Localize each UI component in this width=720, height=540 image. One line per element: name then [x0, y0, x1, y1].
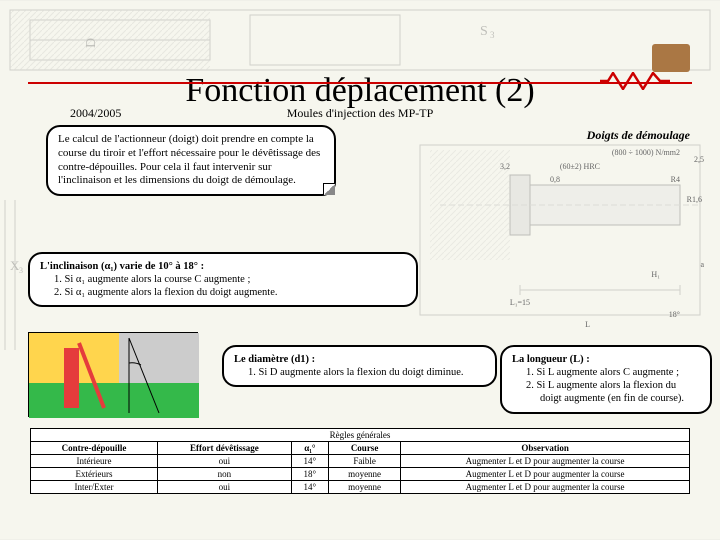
- longueur-heading: La longueur (L) :: [512, 354, 590, 365]
- table-cell: oui: [158, 455, 292, 468]
- diametre-heading: Le diamètre (d1) :: [234, 354, 315, 365]
- table-header: α₁°: [291, 442, 328, 455]
- tech-annotation: 3,2: [500, 162, 510, 171]
- table-header: Course: [328, 442, 400, 455]
- table-header: Effort dévêtissage: [158, 442, 292, 455]
- tech-annotation: L: [585, 320, 590, 329]
- table-cell: moyenne: [328, 468, 400, 481]
- tech-annotation: (800 ÷ 1000) N/mm2: [612, 148, 680, 157]
- tech-annotation: R1,6: [687, 195, 702, 204]
- mold-diagram: [28, 332, 198, 417]
- inclinaison-box: L'inclinaison (α₁) varie de 10° à 18° : …: [28, 252, 418, 307]
- table-header-row: Contre-dépouille Effort dévêtissage α₁° …: [31, 442, 690, 455]
- table-cell: Augmenter L et D pour augmenter la cours…: [401, 455, 690, 468]
- page-title: Fonction déplacement (2): [0, 0, 720, 120]
- table-header: Observation: [401, 442, 690, 455]
- inclinaison-item: 1. Si α₁ augmente alors la course C augm…: [54, 273, 406, 286]
- table-header: Contre-dépouille: [31, 442, 158, 455]
- logo-icon: [652, 44, 690, 72]
- rules-table: Règles générales Contre-dépouille Effort…: [30, 428, 690, 494]
- table-cell: 14°: [291, 455, 328, 468]
- tech-annotation: 2,5: [694, 155, 704, 164]
- intro-text: Le calcul de l'actionneur (doigt) doit p…: [58, 133, 320, 186]
- table-cell: Intérieure: [31, 455, 158, 468]
- table-cell: Augmenter L et D pour augmenter la cours…: [401, 468, 690, 481]
- spring-icon: [600, 72, 670, 90]
- table-cell: oui: [158, 481, 292, 494]
- diametre-box: Le diamètre (d1) : 1. Si D augmente alor…: [222, 345, 497, 387]
- longueur-item: 1. Si L augmente alors C augmente ;: [526, 366, 700, 379]
- table-cell: 14°: [291, 481, 328, 494]
- table-cell: Inter/Exter: [31, 481, 158, 494]
- svg-text:3: 3: [19, 266, 23, 275]
- longueur-item: 2. Si L augmente alors la flexion du doi…: [526, 379, 700, 405]
- tech-annotation: L₁=15: [510, 298, 530, 307]
- tech-annotation: a: [700, 260, 704, 269]
- table-caption: Règles générales: [30, 428, 690, 441]
- doigts-heading: Doigts de démoulage: [587, 128, 690, 143]
- page-fold-decoration: [323, 183, 335, 195]
- table-row: Inter/Exter oui 14° moyenne Augmenter L …: [31, 481, 690, 494]
- table-cell: moyenne: [328, 481, 400, 494]
- footer-caption: Moules d'injection des MP-TP: [0, 106, 720, 121]
- tech-annotation: H₁: [651, 270, 660, 279]
- diametre-item: 1. Si D augmente alors la flexion du doi…: [248, 366, 485, 379]
- table-cell: Faible: [328, 455, 400, 468]
- intro-box: Le calcul de l'actionneur (doigt) doit p…: [46, 125, 336, 196]
- table-cell: non: [158, 468, 292, 481]
- tech-annotation: 18°: [669, 310, 680, 319]
- longueur-box: La longueur (L) : 1. Si L augmente alors…: [500, 345, 712, 414]
- table-cell: Augmenter L et D pour augmenter la cours…: [401, 481, 690, 494]
- tech-annotation: R4: [671, 175, 680, 184]
- tech-annotation: (60±2) HRC: [560, 162, 600, 171]
- table-row: Extérieurs non 18° moyenne Augmenter L e…: [31, 468, 690, 481]
- table-cell: 18°: [291, 468, 328, 481]
- table-row: Intérieure oui 14° Faible Augmenter L et…: [31, 455, 690, 468]
- tech-annotation: 0,8: [550, 175, 560, 184]
- table-cell: Extérieurs: [31, 468, 158, 481]
- inclinaison-item: 2. Si α₁ augmente alors la flexion du do…: [54, 286, 406, 299]
- inclinaison-heading: L'inclinaison (α₁) varie de 10° à 18° :: [40, 261, 204, 272]
- footer-divider: [28, 82, 692, 84]
